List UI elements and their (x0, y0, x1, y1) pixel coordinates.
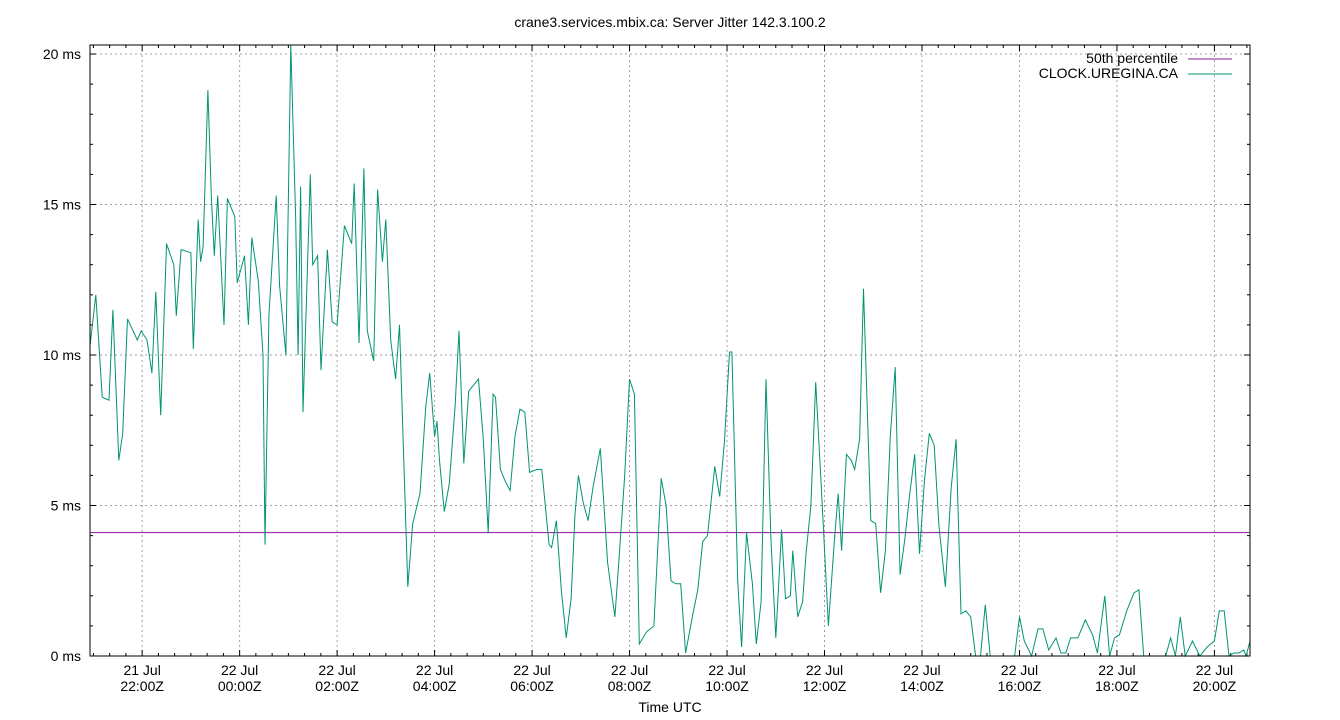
x-tick-date-label: 22 Jul (318, 662, 355, 678)
jitter-series-line (89, 44, 1251, 658)
series-lines (89, 44, 1251, 658)
grid (90, 45, 1250, 657)
x-tick-date-label: 21 Jul (123, 662, 160, 678)
y-tick-label: 10 ms (43, 347, 81, 363)
x-tick-date-label: 22 Jul (513, 662, 550, 678)
x-tick-date-label: 22 Jul (221, 662, 258, 678)
legend-label: CLOCK.UREGINA.CA (1039, 65, 1179, 81)
x-tick-date-label: 22 Jul (1196, 662, 1233, 678)
x-tick-time-label: 14:00Z (900, 678, 944, 694)
y-tick-label: 5 ms (51, 498, 81, 514)
x-tick-date-label: 22 Jul (416, 662, 453, 678)
x-tick-time-label: 20:00Z (1193, 678, 1237, 694)
x-tick-time-label: 12:00Z (803, 678, 847, 694)
x-tick-date-label: 22 Jul (806, 662, 843, 678)
x-tick-time-label: 18:00Z (1095, 678, 1139, 694)
y-tick-label: 20 ms (43, 46, 81, 62)
x-tick-date-label: 22 Jul (1098, 662, 1135, 678)
x-tick-time-label: 10:00Z (705, 678, 749, 694)
y-tick-label: 0 ms (51, 648, 81, 664)
chart-title: crane3.services.mbix.ca: Server Jitter 1… (514, 14, 825, 30)
x-tick-time-label: 02:00Z (315, 678, 359, 694)
y-tick-label: 15 ms (43, 197, 81, 213)
x-tick-time-label: 16:00Z (998, 678, 1042, 694)
x-tick-time-label: 08:00Z (608, 678, 652, 694)
x-tick-date-label: 22 Jul (903, 662, 940, 678)
x-tick-time-label: 04:00Z (413, 678, 457, 694)
x-tick-date-label: 22 Jul (708, 662, 745, 678)
x-tick-time-label: 22:00Z (120, 678, 164, 694)
x-tick-time-label: 06:00Z (510, 678, 554, 694)
x-tick-time-label: 00:00Z (218, 678, 262, 694)
legend-label: 50th percentile (1086, 50, 1178, 66)
x-axis-label: Time UTC (638, 699, 701, 715)
plot-frame (89, 44, 1251, 657)
x-tick-date-label: 22 Jul (611, 662, 648, 678)
x-tick-date-label: 22 Jul (1001, 662, 1038, 678)
